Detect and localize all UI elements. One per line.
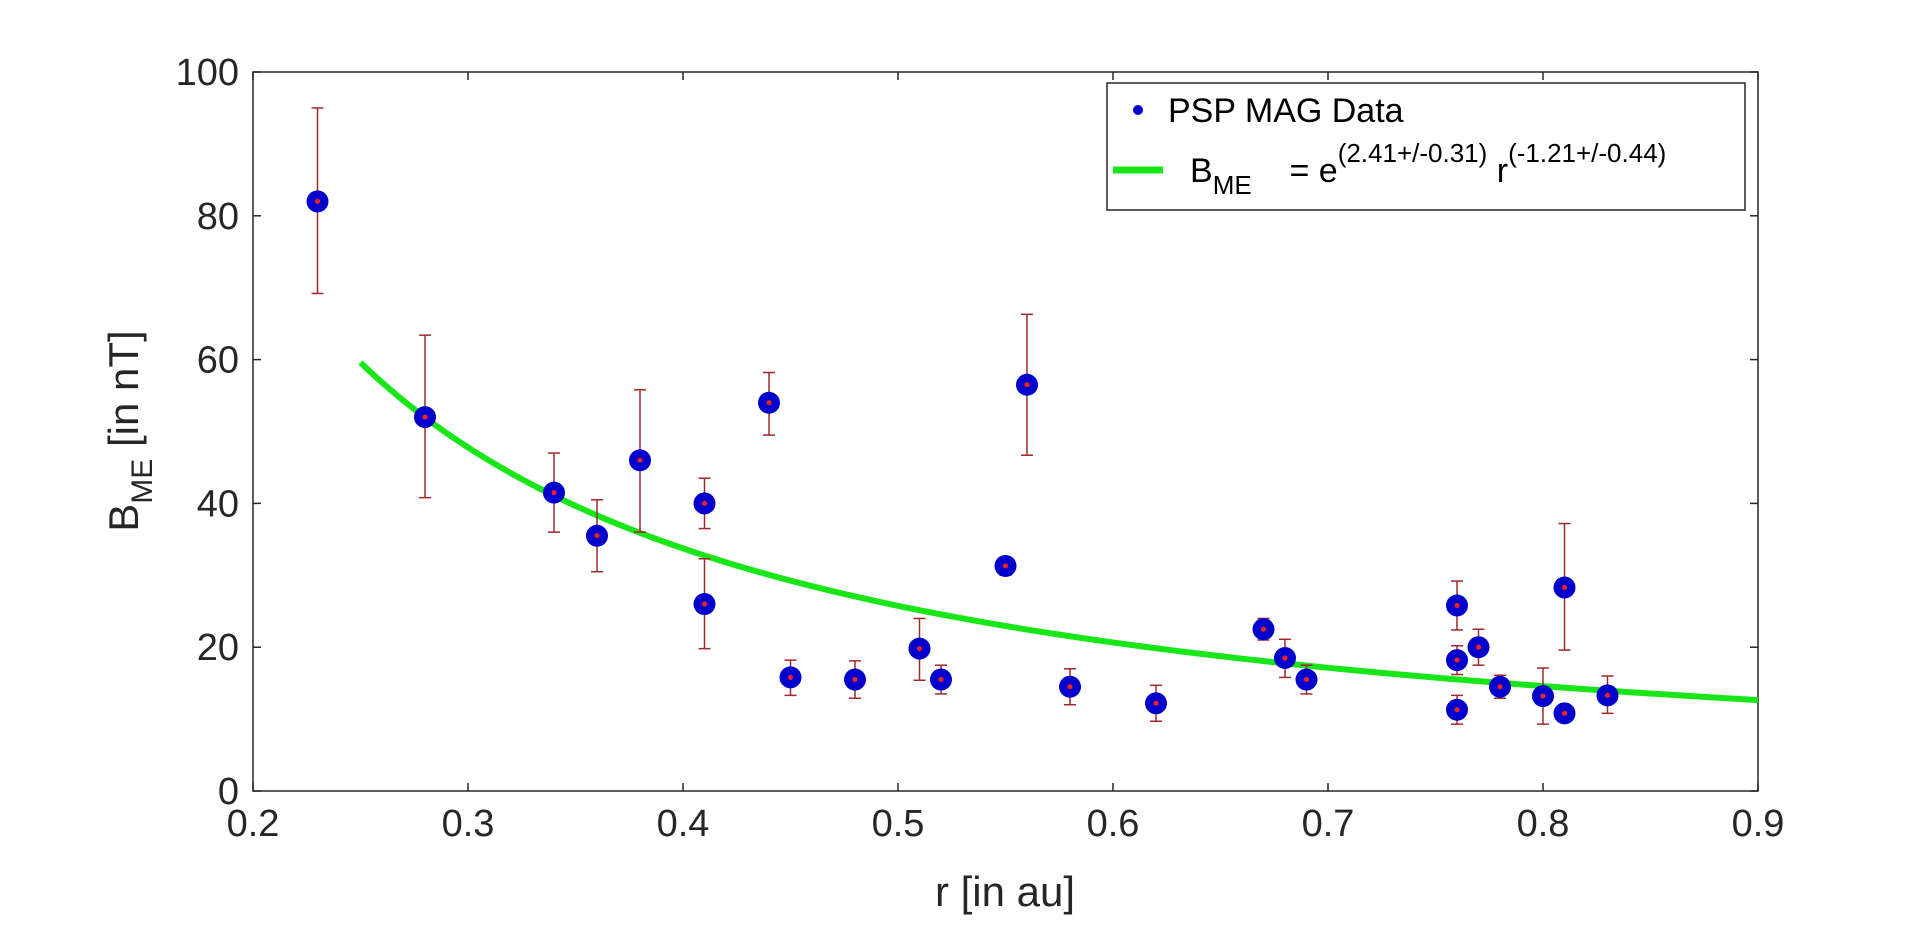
y-tick-labels: 0 20 40 60 80 100 [176, 52, 239, 813]
y-tick-label: 60 [197, 340, 239, 382]
axis-ticks [252, 71, 1759, 792]
data-point-center [422, 414, 428, 420]
x-tick-label: 0.2 [227, 803, 280, 845]
y-axis-label-rest: [in nT] [100, 330, 147, 458]
data-point-center [938, 677, 944, 683]
x-tick-label: 0.7 [1302, 803, 1355, 845]
legend-fit-eq: = e [1252, 152, 1338, 190]
y-tick-label: 80 [197, 196, 239, 238]
data-point-center [1497, 684, 1503, 690]
data-point-center [1003, 563, 1008, 569]
data-point-center [1454, 707, 1460, 713]
data-point-center [1476, 644, 1481, 650]
legend-fit-r: r [1487, 152, 1508, 190]
data-point-center [1024, 382, 1030, 388]
data-point-center [1282, 655, 1288, 661]
data-point-center [702, 500, 707, 506]
data-point-center [1562, 710, 1567, 716]
x-tick-labels: 0.2 0.3 0.4 0.5 0.6 0.7 0.8 0.9 [227, 803, 1785, 845]
legend-fit-sup1: (2.41+/-0.31) [1338, 138, 1488, 168]
x-axis-label: r [in au] [935, 868, 1075, 915]
marker-layer [306, 190, 1619, 725]
data-point-center [315, 198, 320, 204]
legend-fit-main: B [1190, 152, 1213, 190]
y-axis-label: BME [in nT] [100, 330, 159, 531]
data-point-center [702, 601, 707, 607]
data-point-center [551, 490, 557, 496]
data-point-center [852, 677, 858, 683]
x-tick-label: 0.4 [657, 803, 710, 845]
y-tick-label: 0 [218, 771, 239, 813]
data-point-center [1067, 684, 1073, 690]
fit-curve-layer [358, 360, 1759, 704]
y-tick-label: 40 [197, 483, 239, 525]
y-axis-label-sub: ME [126, 459, 159, 504]
x-tick-label: 0.6 [1087, 803, 1140, 845]
data-point-center [766, 400, 772, 406]
data-point-center [1605, 692, 1610, 698]
data-point-center [1454, 657, 1460, 663]
x-tick-label: 0.9 [1732, 803, 1785, 845]
legend-fit-sup2: (-1.21+/-0.44) [1508, 138, 1666, 168]
y-axis-label-text: BME [in nT] [100, 330, 159, 531]
y-tick-label: 100 [176, 52, 239, 94]
fit-curve [358, 360, 1759, 704]
data-point-center [1304, 677, 1309, 683]
data-point-center [1153, 700, 1159, 706]
legend-label-data: PSP MAG Data [1168, 92, 1404, 130]
data-point-center [1562, 585, 1567, 591]
legend-label-fit: BME = e(2.41+/-0.31) r(-1.21+/-0.44) [1190, 138, 1666, 200]
legend-marker-icon [1133, 105, 1143, 115]
x-tick-label: 0.5 [872, 803, 925, 845]
data-point-center [1261, 626, 1266, 632]
data-point-center [637, 457, 643, 463]
data-point-center [1540, 693, 1546, 699]
x-tick-label: 0.3 [442, 803, 495, 845]
y-axis-label-main: B [100, 504, 147, 532]
y-tick-label: 20 [197, 627, 239, 669]
legend-fit-sub: ME [1213, 170, 1252, 200]
data-point-center [788, 674, 793, 680]
data-point-center [594, 533, 600, 539]
data-point-center [1454, 602, 1460, 608]
x-tick-label: 0.8 [1517, 803, 1570, 845]
legend-box [1106, 82, 1746, 211]
legend: PSP MAG Data BME = e(2.41+/-0.31) r(-1.2… [1106, 82, 1746, 211]
data-point-center [917, 646, 922, 652]
